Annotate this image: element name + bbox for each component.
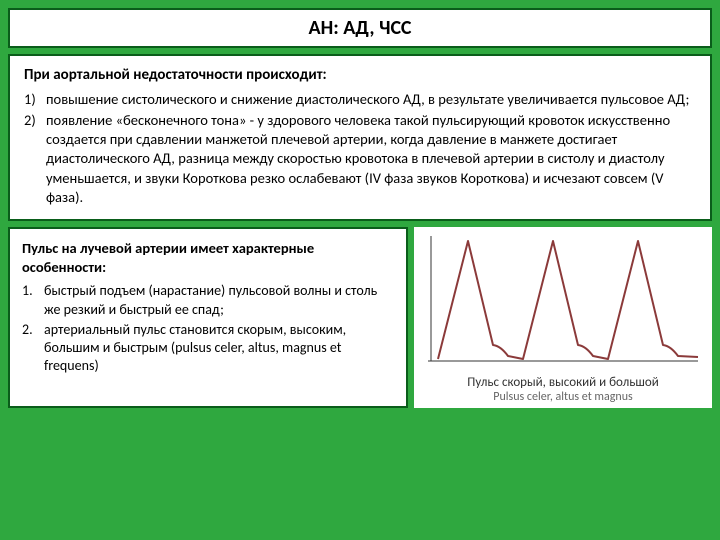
pulse-list: 1. быстрый подъем (нарастание) пульсовой… (22, 282, 394, 375)
page-title: АН: АД, ЧСС (16, 16, 704, 40)
main-list: 1) повышение систолического и снижение д… (24, 90, 696, 207)
title-box: АН: АД, ЧСС (8, 8, 712, 48)
pulse-text-box: Пульс на лучевой артерии имеет характерн… (8, 227, 408, 408)
chart-caption-latin: Pulsus celer, altus et magnus (493, 390, 632, 404)
pulse-intro: Пульс на лучевой артерии имеет характерн… (22, 239, 394, 277)
main-text-box: При аортальной недостаточности происходи… (8, 54, 712, 221)
item-number: 2. (22, 321, 44, 376)
item-number: 2) (24, 111, 46, 207)
list-item: 1. быстрый подъем (нарастание) пульсовой… (22, 282, 394, 318)
item-text: артериальный пульс становится скорым, вы… (44, 321, 394, 376)
item-number: 1) (24, 90, 46, 109)
chart-caption-ru: Пульс скорый, высокий и большой (467, 375, 658, 390)
list-item: 1) повышение систолического и снижение д… (24, 90, 696, 109)
pulse-waveform-chart (420, 231, 706, 371)
list-item: 2. артериальный пульс становится скорым,… (22, 321, 394, 376)
item-text: быстрый подъем (нарастание) пульсовой во… (44, 282, 394, 318)
main-intro: При аортальной недостаточности происходи… (24, 66, 696, 84)
bottom-row: Пульс на лучевой артерии имеет характерн… (8, 227, 712, 408)
item-number: 1. (22, 282, 44, 318)
item-text: появление «бесконечного тона» - у здоров… (46, 111, 696, 207)
item-text: повышение систолического и снижение диас… (46, 90, 696, 109)
pulse-chart-box: Пульс скорый, высокий и большой Pulsus c… (414, 227, 712, 408)
list-item: 2) появление «бесконечного тона» - у здо… (24, 111, 696, 207)
